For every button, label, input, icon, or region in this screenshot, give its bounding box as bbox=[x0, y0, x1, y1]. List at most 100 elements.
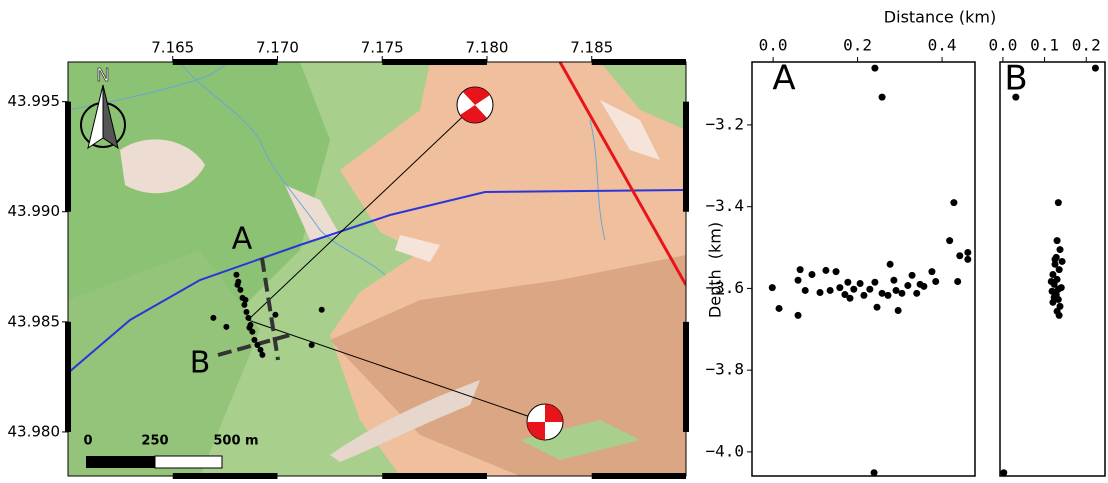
point bbox=[856, 280, 864, 288]
point bbox=[928, 268, 936, 276]
point bbox=[890, 276, 898, 284]
frame-segment bbox=[382, 473, 487, 479]
y-tick-label: −3.8 bbox=[705, 360, 744, 379]
point bbox=[768, 284, 776, 292]
event bbox=[251, 336, 258, 343]
event bbox=[318, 306, 325, 313]
panel-label: A bbox=[772, 59, 795, 99]
point bbox=[794, 276, 802, 284]
point bbox=[932, 277, 940, 285]
x-axis-title: Distance (km) bbox=[884, 8, 996, 27]
point bbox=[796, 266, 804, 274]
plot-frame bbox=[751, 61, 976, 477]
x-tick-label: 0.2 bbox=[843, 36, 872, 55]
point bbox=[1053, 237, 1061, 245]
frame-segment bbox=[65, 321, 71, 432]
point bbox=[950, 199, 958, 207]
point bbox=[964, 255, 972, 263]
north-label: N bbox=[96, 65, 109, 86]
point bbox=[775, 304, 783, 312]
event bbox=[272, 311, 279, 318]
frame-segment bbox=[65, 101, 71, 212]
x-tick-label: 0.0 bbox=[988, 36, 1017, 55]
point bbox=[894, 306, 902, 314]
x-tick-label: 7.175 bbox=[361, 39, 404, 57]
point bbox=[1054, 199, 1062, 207]
scale-bar bbox=[154, 455, 223, 469]
scale-bar bbox=[86, 456, 155, 468]
point bbox=[1049, 271, 1057, 279]
x-tick-label: 7.185 bbox=[570, 39, 613, 57]
y-tick-label: 43.980 bbox=[8, 422, 61, 440]
point bbox=[836, 284, 844, 292]
point bbox=[1055, 266, 1063, 274]
point bbox=[808, 271, 816, 279]
point bbox=[850, 285, 858, 293]
point bbox=[1051, 255, 1059, 263]
point bbox=[860, 291, 868, 299]
plot-frame bbox=[999, 61, 1106, 477]
x-tick-label: 7.170 bbox=[256, 39, 299, 57]
x-tick-label: 0.0 bbox=[759, 36, 788, 55]
point bbox=[873, 303, 881, 311]
y-tick-label: 43.990 bbox=[8, 202, 61, 220]
point bbox=[871, 64, 879, 72]
point bbox=[801, 286, 809, 294]
beachball bbox=[526, 403, 564, 441]
x-tick-label: 7.165 bbox=[151, 39, 194, 57]
point bbox=[1050, 293, 1058, 301]
beachball bbox=[456, 86, 494, 124]
section-label: A bbox=[232, 222, 253, 257]
event bbox=[210, 314, 217, 321]
y-tick-label: −3.6 bbox=[705, 278, 744, 297]
event bbox=[223, 323, 230, 330]
y-tick-label: 43.985 bbox=[8, 312, 61, 330]
frame-segment bbox=[172, 473, 278, 479]
x-tick-label: 0.1 bbox=[1030, 36, 1059, 55]
event bbox=[257, 346, 264, 353]
scale-label: 250 bbox=[141, 434, 168, 449]
point bbox=[1091, 64, 1099, 72]
point bbox=[844, 278, 852, 286]
x-tick-label: 7.180 bbox=[466, 39, 509, 57]
point bbox=[886, 260, 894, 268]
frame-segment bbox=[591, 59, 686, 65]
frame-segment bbox=[172, 59, 278, 65]
event bbox=[246, 324, 253, 331]
y-tick-label: 43.995 bbox=[8, 92, 61, 110]
event bbox=[242, 296, 249, 303]
point bbox=[1000, 469, 1008, 477]
event bbox=[243, 308, 250, 315]
point bbox=[826, 286, 834, 294]
section-label: B bbox=[190, 346, 211, 381]
point bbox=[822, 266, 830, 274]
y-tick-label: −4.0 bbox=[705, 441, 744, 460]
point bbox=[898, 289, 906, 297]
point bbox=[946, 237, 954, 245]
x-tick-label: 0.4 bbox=[928, 36, 957, 55]
point bbox=[846, 294, 854, 302]
point bbox=[878, 93, 886, 101]
point bbox=[920, 282, 928, 290]
point bbox=[954, 277, 962, 285]
point bbox=[892, 286, 900, 294]
point bbox=[1058, 257, 1066, 265]
map-frame bbox=[67, 61, 687, 477]
point bbox=[816, 288, 824, 296]
frame-segment bbox=[683, 101, 689, 212]
y-tick-label: −3.2 bbox=[705, 114, 744, 133]
map-background bbox=[68, 62, 686, 476]
point bbox=[866, 285, 874, 293]
point bbox=[1051, 260, 1059, 268]
point bbox=[956, 252, 964, 260]
point bbox=[841, 291, 849, 299]
event bbox=[237, 286, 244, 293]
panel-label: B bbox=[1004, 59, 1027, 99]
event bbox=[241, 301, 248, 308]
point bbox=[870, 469, 878, 477]
point bbox=[884, 291, 892, 299]
frame-segment bbox=[683, 321, 689, 432]
y-tick-label: −3.4 bbox=[705, 196, 744, 215]
point bbox=[1054, 285, 1062, 293]
